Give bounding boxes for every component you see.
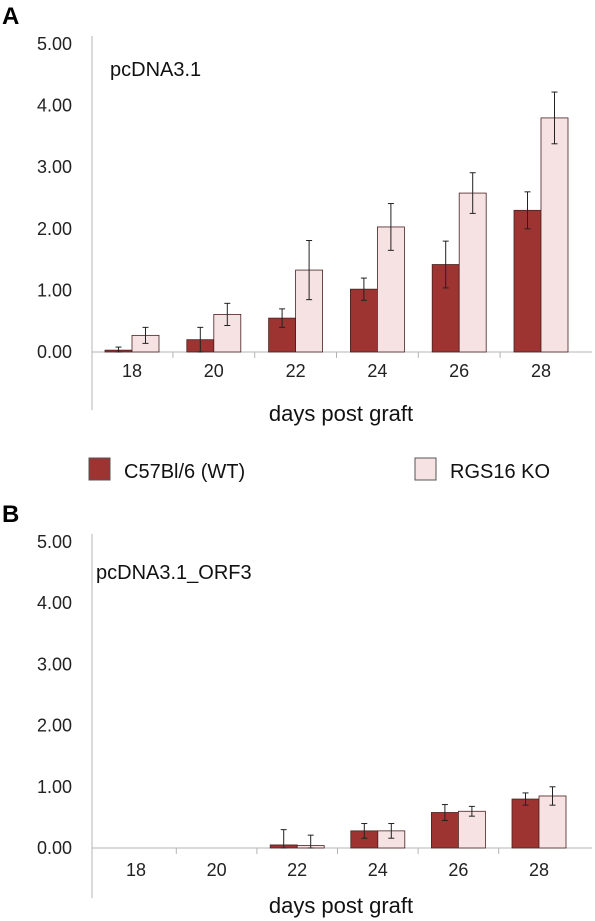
legend: C57Bl/6 (WT) RGS16 KO: [88, 457, 550, 483]
panel-a-error-bar-wt-26: [442, 240, 449, 289]
panel-b-title: pcDNA3.1_ORF3: [96, 562, 252, 584]
panel-a-error-bar-wt-24: [360, 277, 367, 301]
panel-b-error-bar-wt-28: [522, 792, 529, 806]
panel-b-error-bar-ko-26: [468, 805, 475, 817]
panel-a-x-tick-label: 26: [449, 361, 469, 381]
panel-a-bar-ko-26: [458, 192, 487, 353]
panel-b-plot: 0.00 1.00 2.00 3.00 4.00 5.00 18 20 22 24 26 28: [37, 532, 592, 898]
panel-a-error-bar-wt-22: [279, 308, 286, 328]
panel-a-y-tick-label: 3.00: [37, 157, 72, 177]
panel-a-letter: A: [2, 3, 19, 30]
panel-b-y-tick-label: 4.00: [37, 593, 72, 613]
panel-b-x-tick-label: 28: [529, 860, 549, 880]
panel-a-title: pcDNA3.1: [110, 59, 201, 81]
panel-a-bar-ko-20: [213, 314, 242, 353]
panel-b-bar-wt-28: [511, 798, 540, 849]
panel-a-error-bar-ko-18: [142, 326, 149, 344]
panel-a-y-tick-label: 1.00: [37, 280, 72, 300]
panel-b-error-bar-ko-24: [388, 823, 395, 839]
panel-b-error-bar-ko-22: [307, 834, 314, 849]
panel-a-x-tick-label: 22: [286, 361, 306, 381]
panel-a-y-tick-label: 4.00: [37, 96, 72, 116]
legend-label-wt: C57Bl/6 (WT): [124, 461, 245, 483]
legend-swatch-wt: [88, 457, 111, 481]
panel-b-y-tick-label: 3.00: [37, 654, 72, 674]
panel-a-x-tick-label: 20: [204, 361, 224, 381]
panel-b-error-bar-wt-24: [361, 823, 368, 839]
panel-a-x-axis-label: days post graft: [269, 401, 413, 426]
panel-b-y-tick-label: 5.00: [37, 532, 72, 552]
panel-b-error-bar-wt-22: [280, 829, 287, 849]
panel-a: A pcDNA3.1 0.00 1.00 2.00 3.00 4.00 5.00 18 20 2…: [2, 3, 592, 426]
panel-a-x-tick-label: 18: [122, 361, 142, 381]
panel-b-letter: B: [2, 501, 19, 528]
panel-a-bar-ko-28: [540, 117, 569, 353]
panel-b-x-tick-label: 20: [207, 860, 227, 880]
panel-b-x-tick-label: 22: [287, 860, 307, 880]
panel-b-x-tick-label: 18: [126, 860, 146, 880]
panel-a-y-tick-label: 0.00: [37, 342, 72, 362]
panel-a-error-bar-wt-20: [197, 326, 204, 353]
panel-a-error-bar-wt-28: [524, 191, 531, 230]
panel-a-error-bar-ko-20: [224, 302, 231, 327]
panel-b-x-tick-label: 26: [448, 860, 468, 880]
panel-b-y-tick-label: 1.00: [37, 777, 72, 797]
panel-b-bar-ko-26: [457, 810, 486, 849]
panel-a-error-bar-ko-24: [387, 203, 394, 251]
panel-a-plot: 0.00 1.00 2.00 3.00 4.00 5.00 18 20 22 24 26 28: [37, 34, 592, 410]
panel-b-x-axis-label: days post graft: [269, 893, 413, 918]
panel-b-x-tick-label: 24: [368, 860, 388, 880]
panel-a-bar-wt-28: [513, 209, 542, 353]
panel-a-y-tick-label: 2.00: [37, 219, 72, 239]
panel-a-error-bar-wt-18: [115, 346, 122, 353]
panel-b-error-bar-ko-28: [549, 786, 556, 806]
panel-a-error-bar-ko-28: [551, 91, 558, 145]
panel-a-error-bar-ko-26: [469, 172, 476, 214]
panel-a-x-tick-label: 28: [531, 361, 551, 381]
panel-a-error-bar-ko-22: [306, 240, 313, 301]
panel-a-x-tick-label: 24: [367, 361, 387, 381]
panel-a-y-tick-label: 5.00: [37, 34, 72, 54]
panel-b-y-tick-label: 0.00: [37, 838, 72, 858]
panel-b-error-bar-wt-26: [441, 804, 448, 821]
panel-b-y-tick-label: 2.00: [37, 716, 72, 736]
legend-swatch-ko: [414, 457, 437, 481]
panel-b: B pcDNA3.1_ORF3 0.00 1.00 2.00 3.00 4.00 5.00…: [2, 501, 592, 918]
legend-label-ko: RGS16 KO: [450, 461, 550, 483]
